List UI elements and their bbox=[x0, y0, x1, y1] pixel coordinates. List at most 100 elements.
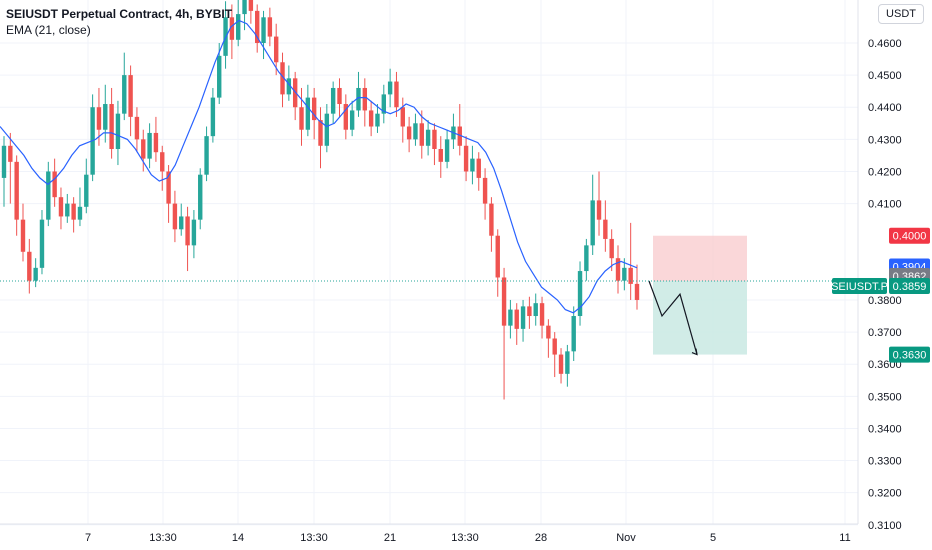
y-tick-label: 0.3700 bbox=[868, 327, 902, 339]
candle-body bbox=[1, 145, 7, 178]
candle-body bbox=[77, 206, 83, 220]
price-badge-label: 0.4000 bbox=[893, 231, 927, 243]
candle-body bbox=[305, 97, 311, 130]
candle-body bbox=[495, 235, 500, 278]
price-badge bbox=[889, 278, 930, 295]
candle-body bbox=[387, 81, 393, 95]
candle-body bbox=[432, 129, 437, 149]
candle-body bbox=[394, 81, 399, 108]
candle-body bbox=[153, 132, 159, 153]
candle-body bbox=[8, 145, 13, 162]
y-tick-label: 0.3200 bbox=[868, 488, 902, 500]
candle-body bbox=[368, 110, 374, 127]
candle-body bbox=[299, 107, 304, 130]
candle-body bbox=[603, 219, 608, 239]
projection-arrowhead bbox=[691, 348, 698, 356]
y-tick-label: 0.4100 bbox=[868, 199, 902, 211]
time-axis[interactable]: 7 13:30 14 13:30 21 13:30 28 Nov 5 11 bbox=[0, 523, 858, 544]
y-tick-label: 0.3100 bbox=[868, 520, 902, 532]
candle-body bbox=[337, 87, 342, 105]
candle-body bbox=[160, 152, 165, 172]
price-badge-label: 0.3630 bbox=[893, 350, 927, 362]
candle-body bbox=[615, 258, 621, 281]
candle-body bbox=[508, 309, 513, 326]
price-badge bbox=[889, 227, 930, 244]
candle-body bbox=[565, 351, 570, 374]
ema-series bbox=[0, 19, 638, 314]
price-badge bbox=[889, 346, 930, 363]
candle-body bbox=[533, 303, 538, 317]
candle-body bbox=[84, 174, 89, 207]
candle-body bbox=[217, 55, 222, 98]
candle-body bbox=[46, 171, 51, 220]
candle-body bbox=[191, 219, 197, 246]
x-tick-label: 11 bbox=[839, 532, 850, 544]
candle-body bbox=[141, 139, 146, 159]
candle-body bbox=[356, 87, 361, 111]
y-tick-label: 0.4300 bbox=[868, 134, 902, 146]
candle-body bbox=[343, 104, 349, 130]
candle-body bbox=[39, 219, 45, 268]
position-zones bbox=[653, 235, 747, 355]
candle-body bbox=[242, 0, 247, 15]
candle-body bbox=[128, 75, 133, 117]
indicator-label[interactable]: EMA (21, close) bbox=[6, 23, 91, 37]
price-axis[interactable]: 0.4600 0.4500 0.4400 0.4300 0.4200 0.4100 0.38… bbox=[857, 0, 902, 532]
projection-path bbox=[648, 280, 698, 356]
candle-body bbox=[457, 126, 462, 146]
candle-body bbox=[280, 62, 285, 95]
y-tick-label: 0.3300 bbox=[868, 456, 902, 468]
candle-body bbox=[609, 238, 614, 259]
price-badge-label: 0.3859 bbox=[893, 281, 927, 293]
candle-body bbox=[362, 87, 368, 111]
candle-body bbox=[489, 203, 494, 236]
candle-body bbox=[482, 177, 488, 204]
ema-line bbox=[0, 19, 638, 314]
candle-body bbox=[406, 126, 412, 140]
candle-body bbox=[27, 251, 32, 281]
candle-body bbox=[501, 277, 507, 326]
candle-body bbox=[33, 267, 38, 281]
candles bbox=[1, 0, 640, 400]
candle-body bbox=[185, 216, 190, 246]
x-tick-label: 21 bbox=[384, 532, 396, 544]
x-tick-label: 13:30 bbox=[451, 532, 479, 544]
symbol-title[interactable]: SEIUSDT Perpetual Contract, 4h, BYBIT bbox=[6, 7, 233, 21]
candle-body bbox=[229, 17, 235, 40]
candle-body bbox=[261, 17, 266, 43]
x-tick-label: 13:30 bbox=[300, 532, 328, 544]
candle-body bbox=[476, 158, 481, 178]
candle-body bbox=[286, 78, 292, 95]
x-tick-label: 28 bbox=[535, 532, 547, 544]
candle-body bbox=[65, 203, 70, 217]
candle-body bbox=[628, 267, 633, 284]
candle-body bbox=[520, 306, 526, 329]
candle-body bbox=[134, 116, 140, 140]
candle-body bbox=[14, 161, 19, 220]
candle-body bbox=[584, 245, 589, 272]
candle-body bbox=[324, 113, 330, 146]
candle-body bbox=[400, 107, 405, 127]
x-tick-label: 5 bbox=[710, 532, 716, 544]
y-tick-label: 0.4500 bbox=[868, 70, 902, 82]
candle-body bbox=[179, 216, 184, 230]
candle-body bbox=[115, 113, 121, 149]
candle-body bbox=[381, 94, 386, 114]
candle-body bbox=[330, 87, 336, 114]
projection-line bbox=[648, 280, 698, 355]
candle-body bbox=[236, 14, 241, 40]
grid bbox=[0, 0, 858, 526]
stop-loss-zone bbox=[653, 235, 747, 282]
candle-body bbox=[375, 113, 380, 127]
y-tick-label: 0.3500 bbox=[868, 391, 902, 403]
currency-button[interactable]: USDT bbox=[878, 4, 924, 24]
candle-body bbox=[58, 197, 64, 217]
candle-body bbox=[248, 0, 254, 11]
candle-body bbox=[527, 306, 532, 317]
y-tick-label: 0.4600 bbox=[868, 38, 902, 50]
take-profit-zone bbox=[653, 281, 747, 355]
y-tick-label: 0.3400 bbox=[868, 423, 902, 435]
candle-body bbox=[96, 107, 102, 130]
y-tick-label: 0.4400 bbox=[868, 102, 902, 114]
